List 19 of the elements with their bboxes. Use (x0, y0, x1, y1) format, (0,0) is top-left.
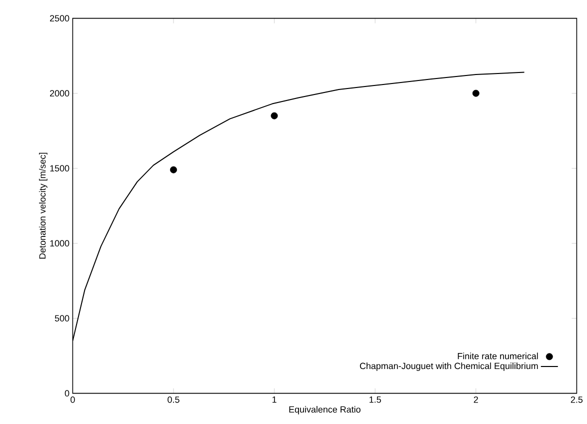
y-axis-title: Detonation velocity [m/sec] (39, 152, 48, 259)
y-tick-label: 0 (64, 390, 70, 396)
y-tick-label: 1000 (50, 240, 70, 246)
y-tick-label: 1500 (50, 165, 70, 172)
y-tick-label: 2500 (50, 15, 70, 22)
x-tick-label: 0.5 (168, 396, 180, 403)
legend-label: Chapman-Jouguet with Chemical Equilibrium (360, 362, 538, 371)
point (472, 90, 480, 97)
y-tick-label: 2000 (50, 90, 70, 96)
x-axis-title: Equivalence Ratio (289, 406, 360, 414)
point (270, 112, 278, 120)
x-tick-label: 1 (272, 396, 276, 403)
x-tick-label: 1.5 (370, 396, 381, 403)
y-tick-label: 500 (54, 315, 70, 322)
x-tick-label: 2.5 (570, 396, 583, 403)
x-tick-label: 2 (474, 396, 478, 403)
point (170, 166, 177, 174)
legend-label: Finite rate numerical (458, 352, 538, 360)
x-tick-label: 0 (70, 396, 75, 403)
